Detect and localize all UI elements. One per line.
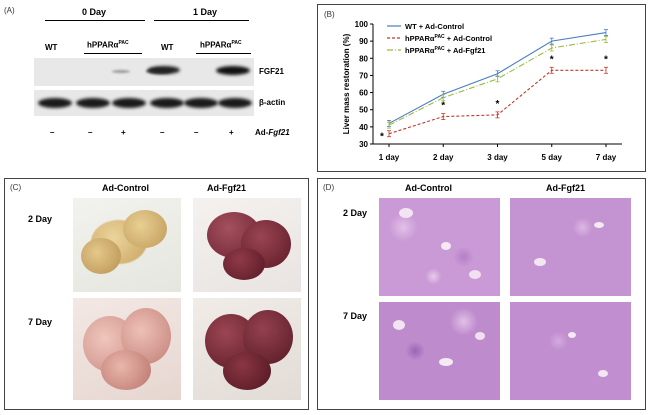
- panel-d-frame: [317, 178, 646, 410]
- x-tick-label: 5 day: [542, 153, 563, 162]
- panel-c-row-7day: 7 Day: [28, 317, 53, 327]
- panel-c-frame: [4, 178, 309, 410]
- histology-vessel: [568, 332, 576, 338]
- significance-asterisk: *: [496, 99, 500, 110]
- panel-d-col-fgf21: Ad-Fgf21: [546, 183, 585, 193]
- panel-a-label: (A): [4, 6, 15, 15]
- liver-photo-fgf21-7day: [193, 298, 301, 400]
- histology-fgf21-7day: [510, 302, 631, 400]
- x-tick-label: 7 day: [596, 153, 617, 162]
- y-tick-label: 90: [359, 37, 368, 46]
- histology-vessel: [441, 242, 451, 250]
- legend-entry: WT + Ad-Control: [405, 22, 464, 31]
- panel-c-row-2day: 2 Day: [28, 214, 53, 224]
- liver-lobe: [123, 210, 167, 248]
- treatment-1: –: [50, 128, 55, 137]
- significance-asterisk: *: [441, 101, 445, 112]
- liver-mass-chart: 30 40 50 60 70 80 90 100 1 day 2 day 3 day 5 day 7 d…: [342, 20, 622, 162]
- y-tick-label: 50: [359, 106, 368, 115]
- significance-asterisk: *: [604, 54, 608, 65]
- histology-control-7day: [379, 302, 500, 400]
- panel-d-label: (D): [323, 183, 335, 192]
- histology-vessel: [469, 270, 481, 279]
- liver-lobe: [223, 352, 271, 390]
- treatment-5: –: [194, 128, 199, 137]
- actin-band: [76, 98, 110, 108]
- actin-band: [184, 98, 218, 108]
- histology-fgf21-2day: [510, 198, 631, 296]
- fgf21-band: [148, 66, 180, 74]
- fgf21-band: [112, 70, 130, 73]
- actin-band: [150, 98, 184, 108]
- y-axis-label: Liver mass restoration (%): [342, 33, 351, 134]
- treatment-6: +: [229, 128, 234, 137]
- panel-c-col-fgf21: Ad-Fgf21: [207, 183, 246, 193]
- actin-band: [112, 98, 146, 108]
- y-tick-label: 100: [355, 20, 369, 29]
- liver-photo-control-7day: [73, 298, 181, 400]
- fgf21-band-label: FGF21: [259, 67, 284, 76]
- y-tick-label: 80: [359, 54, 368, 63]
- actin-band-label: β-actin: [259, 98, 286, 107]
- liver-lobe: [81, 238, 121, 274]
- y-tick-label: 40: [359, 123, 368, 132]
- panel-d-col-control: Ad-Control: [405, 183, 452, 193]
- y-tick-label: 30: [359, 140, 368, 149]
- liver-photo-control-2day: [73, 198, 181, 292]
- x-tick-label: 1 day: [379, 153, 400, 162]
- group-0day-label: 0 Day: [82, 7, 107, 17]
- x-tick-label: 3 day: [487, 153, 508, 162]
- treatment-4: –: [160, 128, 165, 137]
- panel-b-label: (B): [324, 10, 335, 19]
- col-wt-1day: WT: [161, 43, 174, 52]
- group-1day-line: [154, 20, 249, 21]
- group-0day-line: [45, 20, 145, 21]
- panel-c-col-control: Ad-Control: [102, 183, 149, 193]
- x-tick-label: 2 day: [433, 153, 454, 162]
- legend-entry: hPPARαPAC + Ad-Control: [405, 34, 492, 43]
- histology-vessel: [598, 370, 608, 377]
- histology-vessel: [439, 358, 453, 366]
- col-hppar-0day: hPPARαPAC: [87, 40, 129, 50]
- significance-asterisk: *: [550, 54, 554, 65]
- actin-band: [38, 98, 72, 108]
- histology-vessel: [475, 332, 485, 340]
- actin-band: [218, 98, 252, 108]
- histology-control-2day: [379, 198, 500, 296]
- panel-b-frame: [317, 4, 646, 172]
- col-hppar-1day: hPPARαPAC: [200, 40, 242, 50]
- histology-vessel: [399, 208, 413, 218]
- col-wt-0day: WT: [45, 43, 58, 52]
- actin-blot: [34, 90, 254, 116]
- histology-vessel: [393, 320, 405, 330]
- treatment-3: +: [121, 128, 126, 137]
- histology-vessel: [534, 258, 546, 266]
- col-hppar-0day-line: [84, 53, 142, 54]
- y-tick-label: 70: [359, 71, 368, 80]
- legend-entry: hPPARαPAC + Ad-Fgf21: [405, 46, 485, 55]
- treatment-2: –: [88, 128, 93, 137]
- liver-lobe: [223, 248, 265, 280]
- histology-vessel: [594, 222, 604, 228]
- treatment-label: Ad-Fgf21: [255, 128, 290, 137]
- significance-asterisk: *: [380, 132, 384, 143]
- liver-lobe: [101, 350, 151, 390]
- fgf21-blot: [34, 58, 254, 86]
- y-tick-label: 60: [359, 89, 368, 98]
- group-1day-label: 1 Day: [193, 7, 218, 17]
- fgf21-band: [216, 66, 250, 75]
- liver-photo-fgf21-2day: [193, 198, 301, 292]
- panel-d-row-2day: 2 Day: [343, 208, 368, 218]
- panel-c-label: (C): [10, 183, 22, 192]
- col-hppar-1day-line: [196, 53, 251, 54]
- panel-d-row-7day: 7 Day: [343, 311, 368, 321]
